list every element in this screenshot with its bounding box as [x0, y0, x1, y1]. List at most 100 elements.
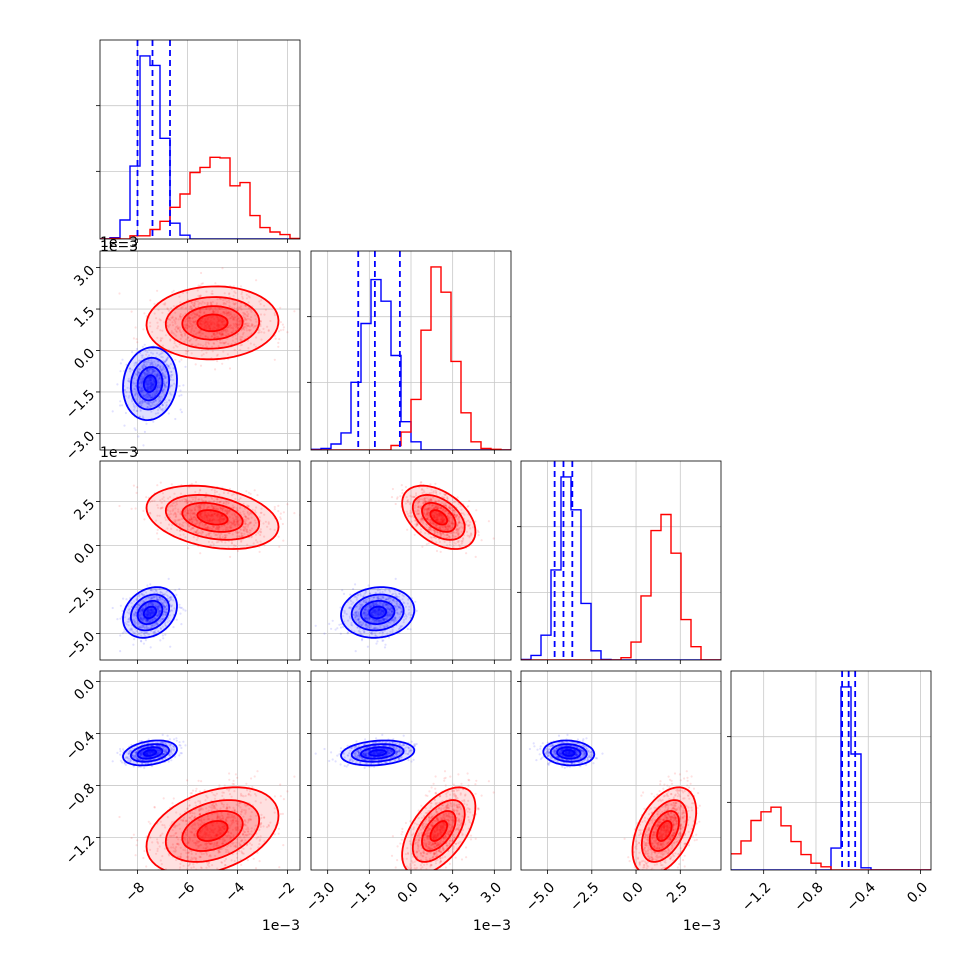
- scatter-point: [170, 370, 173, 373]
- scatter-point: [269, 319, 272, 323]
- scatter-point: [158, 596, 161, 600]
- scatter-point: [359, 604, 362, 607]
- scatter-point: [154, 399, 157, 402]
- scatter-point: [168, 318, 171, 321]
- scatter-point: [187, 324, 190, 327]
- scatter-point: [150, 396, 153, 399]
- scatter-point: [155, 603, 158, 606]
- scatter-point: [357, 618, 360, 622]
- scatter-point: [149, 646, 152, 649]
- scatter-point: [254, 509, 257, 512]
- scatter-point: [220, 320, 223, 323]
- scatter-point: [141, 400, 144, 403]
- scatter-point: [201, 523, 204, 527]
- scatter-point: [358, 620, 361, 624]
- scatter-point: [147, 371, 150, 375]
- scatter-point: [250, 324, 254, 327]
- scatter-point: [179, 315, 182, 318]
- scatter-point: [134, 392, 137, 395]
- scatter-point: [142, 607, 145, 610]
- scatter-point: [371, 618, 374, 622]
- scatter-point: [197, 531, 200, 534]
- scatter-point: [227, 509, 230, 512]
- scatter-point: [224, 500, 228, 503]
- scatter-point: [187, 319, 190, 322]
- scatter-point: [133, 408, 136, 412]
- scatter-point: [147, 387, 150, 390]
- scatter-point: [382, 617, 385, 620]
- scatter-point: [223, 342, 226, 345]
- scatter-point: [176, 325, 179, 328]
- scatter-point: [141, 608, 144, 612]
- scatter-point: [137, 622, 140, 625]
- scatter-point: [199, 505, 202, 508]
- scatter-point: [141, 389, 144, 392]
- scatter-point: [149, 612, 152, 615]
- scatter-point: [208, 321, 211, 324]
- scatter-point: [216, 332, 219, 335]
- scatter-point: [211, 515, 214, 518]
- scatter-point: [245, 530, 248, 533]
- scatter-point: [206, 505, 209, 508]
- scatter-point: [205, 323, 208, 326]
- scatter-point: [377, 608, 380, 611]
- scatter-point: [239, 519, 242, 522]
- scatter-point: [358, 620, 361, 624]
- scatter-point: [429, 522, 433, 525]
- scatter-point: [366, 645, 369, 648]
- scatter-point: [235, 319, 238, 322]
- scatter-point: [165, 381, 169, 384]
- scatter-point: [139, 617, 142, 621]
- scatter-point: [223, 323, 226, 327]
- scatter-point: [156, 605, 160, 608]
- scatter-point: [171, 384, 174, 387]
- scatter-point: [134, 507, 137, 510]
- contour-line: [136, 366, 164, 402]
- scatter-point: [158, 377, 161, 380]
- scatter-point: [221, 332, 224, 336]
- scatter-point: [209, 517, 212, 520]
- scatter-point: [135, 389, 138, 392]
- scatter-point: [221, 514, 224, 517]
- scatter-point: [216, 497, 219, 500]
- scatter-point: [352, 613, 355, 617]
- scatter-point: [427, 507, 430, 510]
- scatter-point: [166, 509, 169, 512]
- scatter-point: [371, 618, 374, 621]
- scatter-point: [433, 516, 436, 519]
- scatter-point: [406, 528, 409, 531]
- scatter-point: [142, 375, 145, 378]
- scatter-point: [212, 310, 215, 313]
- scatter-point: [167, 364, 170, 367]
- scatter-point: [130, 606, 133, 609]
- scatter-point: [413, 533, 416, 536]
- scatter-point: [237, 317, 240, 320]
- scatter-point: [147, 393, 150, 397]
- scatter-point: [168, 513, 171, 516]
- scatter-point: [227, 324, 230, 327]
- scatter-point: [389, 630, 392, 633]
- scatter-point: [162, 617, 165, 620]
- scatter-point: [442, 520, 445, 523]
- scatter-point: [145, 372, 148, 375]
- scatter-point: [153, 302, 156, 305]
- scatter-point: [282, 539, 285, 542]
- scatter-point: [190, 518, 193, 521]
- scatter-point: [159, 366, 162, 369]
- scatter-point: [200, 349, 203, 352]
- scatter-point: [357, 615, 360, 618]
- scatter-point: [236, 327, 239, 330]
- scatter-point: [355, 610, 358, 613]
- scatter-point: [151, 361, 154, 364]
- scatter-point: [363, 616, 366, 620]
- scatter-point: [229, 524, 232, 528]
- scatter-point: [237, 519, 240, 522]
- scatter-point: [149, 614, 152, 617]
- scatter-point: [145, 614, 148, 617]
- scatter-point: [273, 505, 276, 509]
- scatter-point: [190, 343, 193, 346]
- scatter-point: [138, 415, 141, 418]
- scatter-point: [211, 292, 214, 295]
- scatter-point: [380, 618, 383, 621]
- scatter-point: [147, 359, 150, 362]
